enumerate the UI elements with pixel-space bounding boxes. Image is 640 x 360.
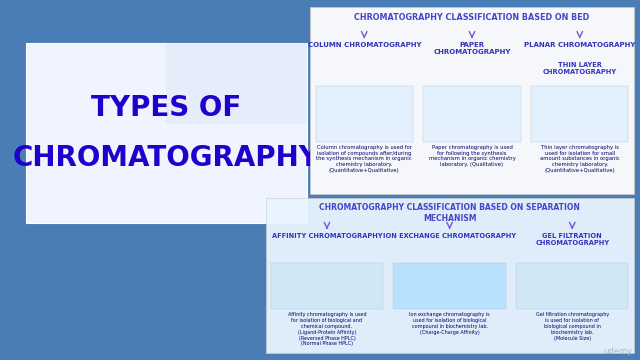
Text: AFFINITY CHROMATOGRAPHY: AFFINITY CHROMATOGRAPHY [271, 233, 382, 239]
Text: udemy: udemy [603, 347, 632, 356]
Text: ION EXCHANGE CHROMATOGRAPHY: ION EXCHANGE CHROMATOGRAPHY [383, 233, 516, 239]
FancyBboxPatch shape [26, 43, 307, 223]
Text: CHROMATOGRAPHY: CHROMATOGRAPHY [13, 144, 320, 172]
FancyBboxPatch shape [316, 86, 413, 142]
FancyBboxPatch shape [266, 198, 634, 353]
Text: Column chromatography is used for
isolation of compounds after/during
the synthe: Column chromatography is used for isolat… [316, 145, 412, 173]
Text: Paper chromatography is used
for following the synthesis
mechanism in organic ch: Paper chromatography is used for followi… [429, 145, 515, 167]
Text: Affinity chromatography is used
for isolation of biological and
chemical compoun: Affinity chromatography is used for isol… [287, 312, 366, 346]
FancyBboxPatch shape [531, 86, 628, 142]
Text: Ion exchange chromatography is
used for isolation of biological
compound in bioc: Ion exchange chromatography is used for … [410, 312, 490, 335]
Text: GEL FILTRATION
CHROMATOGRAPHY: GEL FILTRATION CHROMATOGRAPHY [535, 233, 609, 246]
FancyBboxPatch shape [423, 86, 521, 142]
Text: PLANAR CHROMATOGRAPHY: PLANAR CHROMATOGRAPHY [524, 42, 636, 49]
Text: CHROMATOGRAPHY CLASSIFICATION BASED ON SEPARATION
MECHANISM: CHROMATOGRAPHY CLASSIFICATION BASED ON S… [319, 203, 580, 223]
FancyBboxPatch shape [271, 263, 383, 310]
Text: COLUMN CHROMATOGRAPHY: COLUMN CHROMATOGRAPHY [307, 42, 421, 49]
Text: Gel filtration chromatography
is used for isolation of
biological compound in
bi: Gel filtration chromatography is used fo… [536, 312, 609, 341]
FancyBboxPatch shape [310, 7, 634, 194]
FancyBboxPatch shape [516, 263, 628, 310]
FancyBboxPatch shape [166, 43, 307, 124]
Text: TYPES OF: TYPES OF [92, 94, 241, 122]
FancyBboxPatch shape [394, 263, 506, 310]
Text: CHROMATOGRAPHY CLASSIFICATION BASED ON BED: CHROMATOGRAPHY CLASSIFICATION BASED ON B… [355, 13, 589, 22]
Text: THIN LAYER
CHROMATOGRAPHY: THIN LAYER CHROMATOGRAPHY [543, 62, 617, 75]
Text: Thin layer chromatography is
used for isolation for small
amount substances in o: Thin layer chromatography is used for is… [540, 145, 620, 173]
Text: PAPER
CHROMATOGRAPHY: PAPER CHROMATOGRAPHY [433, 42, 511, 55]
